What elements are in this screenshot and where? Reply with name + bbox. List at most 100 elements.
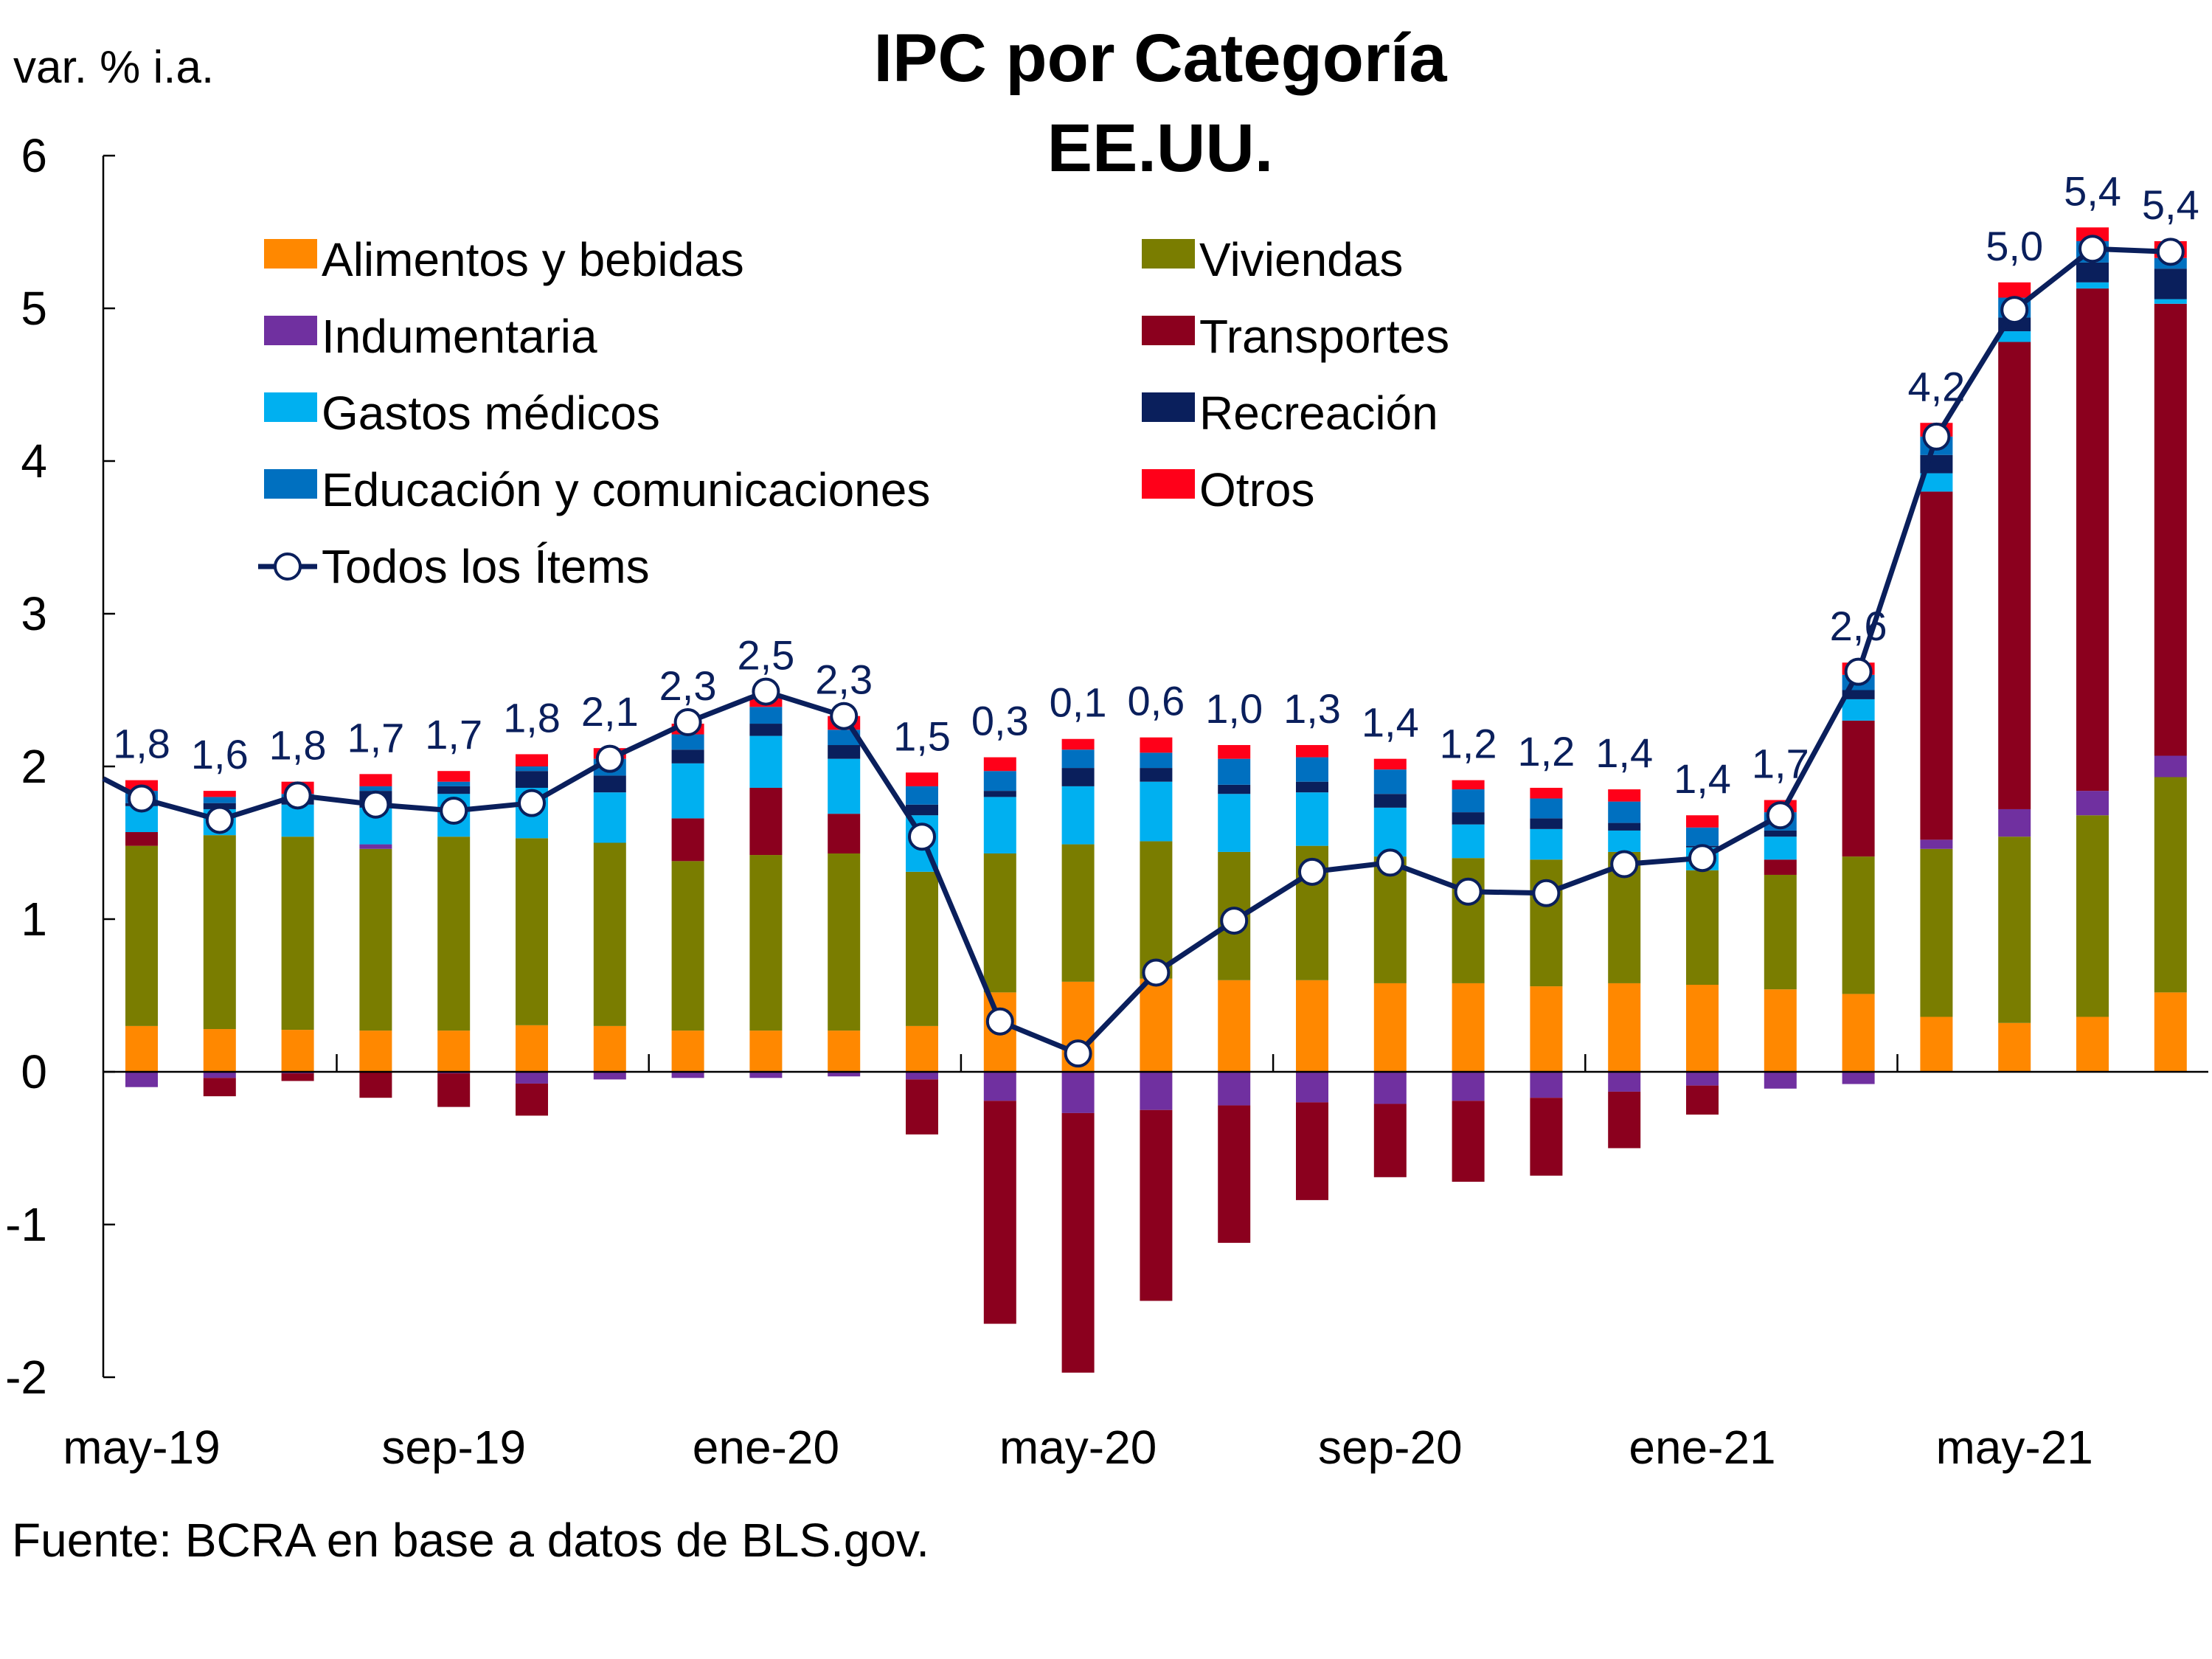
bar-stack-mar-20 (906, 772, 938, 1135)
data-labels-layer: 1,8 1,6 1,8 1,7 1,7 1,8 2,1 2,3 2,5 2,3 1,5 0,3 0,1 0… (113, 167, 2199, 802)
bar-segment-transportes (906, 1079, 938, 1135)
bar-segment-recreacion (1061, 768, 1095, 786)
bar-stack-jun-20 (1140, 737, 1173, 1301)
bar-stack-jun-21 (2076, 227, 2109, 1072)
bar-segment-transportes (1218, 1105, 1251, 1243)
bar-segment-otros (1686, 815, 1719, 828)
line-point-jul-21 (2156, 238, 2185, 266)
bar-segment-viviendas (2154, 777, 2187, 993)
y-tick-label: 5 (21, 282, 47, 335)
bar-segment-transportes (281, 1073, 314, 1081)
legend-swatch (264, 392, 317, 422)
bar-stack-jul-20 (1218, 745, 1251, 1243)
line-point-jul-19 (283, 781, 312, 810)
data-label-may-20: 0,1 (1050, 679, 1107, 726)
bar-segment-educacion (1296, 757, 1328, 782)
line-point-jun-20 (1142, 958, 1171, 987)
bar-segment-transportes (437, 1073, 471, 1107)
legend-swatch (264, 316, 317, 345)
bar-segment-transportes (1296, 1102, 1328, 1200)
bar-segment-medicos (593, 792, 626, 843)
bar-segment-otros (1296, 745, 1328, 758)
bar-segment-alimentos (2154, 992, 2187, 1072)
bar-segment-viviendas (593, 842, 626, 1026)
bar-segment-transportes (1373, 1104, 1407, 1177)
bar-segment-otros (983, 757, 1016, 772)
legend-item-educacion: Educación y comunicaciones (264, 463, 930, 516)
bar-segment-indumentaria (1296, 1072, 1328, 1103)
bar-segment-viviendas (1061, 844, 1095, 982)
bar-stack-may-20 (1061, 738, 1095, 1373)
bar-segment-recreacion (1218, 784, 1251, 794)
bar-segment-indumentaria (1608, 1072, 1641, 1092)
bar-segment-transportes (516, 1083, 548, 1116)
legend-item-viviendas: Viviendas (1142, 233, 1403, 286)
bar-segment-otros (359, 774, 392, 786)
bar-segment-educacion (983, 771, 1016, 792)
bar-segment-alimentos (1842, 994, 1875, 1072)
bar-segment-viviendas (1686, 870, 1719, 986)
bar-segment-medicos (1842, 699, 1875, 721)
data-label-abr-20: 0,3 (971, 698, 1029, 744)
bar-segment-alimentos (906, 1025, 938, 1072)
bar-segment-educacion (671, 734, 704, 750)
legend-label: Otros (1199, 463, 1314, 516)
bar-segment-recreacion (516, 771, 548, 788)
bar-stack-oct-20 (1452, 780, 1485, 1182)
x-tick-label: may-21 (1935, 1421, 2093, 1474)
bar-segment-indumentaria (1373, 1072, 1407, 1104)
y-tick-label: -2 (5, 1351, 47, 1404)
bar-segment-viviendas (1842, 856, 1875, 994)
bar-segment-indumentaria (1920, 839, 1953, 849)
bar-segment-otros (1530, 787, 1563, 799)
data-label-sep-20: 1,4 (1362, 699, 1419, 746)
bar-segment-indumentaria (671, 1072, 704, 1078)
bar-segment-otros (1061, 738, 1095, 750)
legend-label: Indumentaria (322, 310, 597, 363)
data-label-ago-19: 1,7 (347, 714, 404, 761)
legend-label: Recreación (1199, 387, 1438, 440)
bar-segment-alimentos (1452, 983, 1485, 1072)
bar-segment-viviendas (1764, 874, 1797, 990)
bar-segment-alimentos (828, 1031, 861, 1072)
bar-segment-recreacion (593, 775, 626, 793)
line-point-may-20 (1064, 1039, 1092, 1068)
bar-segment-medicos (281, 804, 314, 837)
bar-segment-alimentos (203, 1029, 236, 1072)
bar-segment-educacion (1686, 827, 1719, 846)
bar-segment-indumentaria (1452, 1072, 1485, 1101)
data-label-jul-20: 1,0 (1205, 685, 1263, 732)
line-point-dic-19 (673, 707, 702, 736)
bar-segment-viviendas (125, 845, 158, 1026)
bar-stack-jul-19 (281, 781, 314, 1081)
bar-segment-indumentaria (906, 1072, 938, 1080)
bar-segment-otros (1140, 737, 1173, 753)
bar-segment-alimentos (1530, 986, 1563, 1072)
line-point-feb-20 (830, 702, 859, 730)
bar-segment-viviendas (516, 838, 548, 1025)
x-tick-label: may-20 (999, 1421, 1157, 1474)
line-point-oct-20 (1454, 877, 1483, 906)
bar-segment-medicos (1296, 792, 1328, 846)
bar-stack-ago-19 (359, 774, 392, 1098)
bar-segment-viviendas (1140, 841, 1173, 979)
bar-segment-recreacion (983, 791, 1016, 797)
bar-segment-otros (1998, 282, 2031, 298)
bar-segment-educacion (516, 766, 548, 772)
bar-segment-educacion (203, 797, 236, 803)
y-tick-label: -1 (5, 1198, 47, 1251)
bar-stack-sep-20 (1373, 758, 1407, 1177)
bar-segment-indumentaria (2076, 791, 2109, 816)
bar-segment-transportes (359, 1072, 392, 1098)
data-label-nov-19: 2,1 (581, 688, 639, 735)
bar-segment-viviendas (1998, 837, 2031, 1023)
bar-segment-transportes (1842, 720, 1875, 857)
y-tick-label: 2 (21, 740, 47, 793)
legend-swatch (1142, 239, 1195, 269)
x-tick-label: may-19 (63, 1421, 220, 1474)
bar-stack-feb-20 (828, 716, 861, 1077)
y-tick-label: 1 (21, 893, 47, 946)
bar-segment-educacion (1452, 789, 1485, 813)
bar-segment-medicos (671, 763, 704, 819)
bar-segment-alimentos (359, 1031, 392, 1072)
